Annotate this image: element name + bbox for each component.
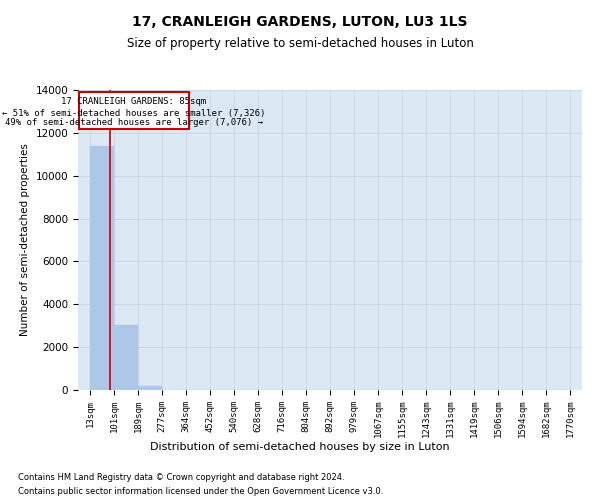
Text: ← 51% of semi-detached houses are smaller (7,326): ← 51% of semi-detached houses are smalle… <box>2 108 266 118</box>
Text: 49% of semi-detached houses are larger (7,076) →: 49% of semi-detached houses are larger (… <box>5 118 263 128</box>
Bar <box>138 386 162 390</box>
Text: 17, CRANLEIGH GARDENS, LUTON, LU3 1LS: 17, CRANLEIGH GARDENS, LUTON, LU3 1LS <box>132 15 468 29</box>
Text: Contains HM Land Registry data © Crown copyright and database right 2024.: Contains HM Land Registry data © Crown c… <box>18 472 344 482</box>
Bar <box>79 92 189 128</box>
Text: Size of property relative to semi-detached houses in Luton: Size of property relative to semi-detach… <box>127 38 473 51</box>
Bar <box>114 324 138 390</box>
Y-axis label: Number of semi-detached properties: Number of semi-detached properties <box>20 144 30 336</box>
Text: 17 CRANLEIGH GARDENS: 85sqm: 17 CRANLEIGH GARDENS: 85sqm <box>61 96 206 106</box>
Bar <box>90 146 114 390</box>
Text: Contains public sector information licensed under the Open Government Licence v3: Contains public sector information licen… <box>18 488 383 496</box>
Text: Distribution of semi-detached houses by size in Luton: Distribution of semi-detached houses by … <box>150 442 450 452</box>
